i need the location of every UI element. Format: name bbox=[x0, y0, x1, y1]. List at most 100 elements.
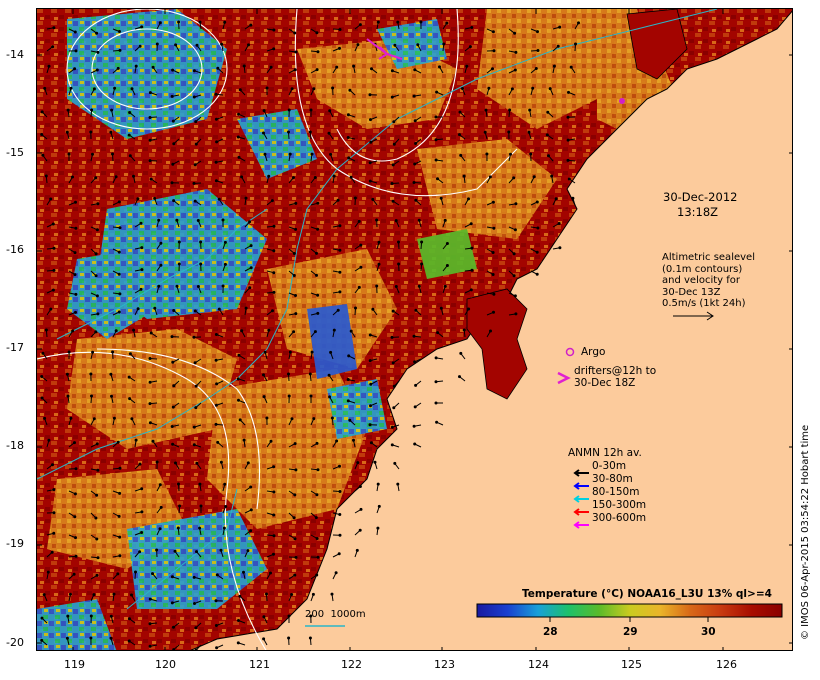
velocity-vector-head bbox=[138, 462, 142, 466]
velocity-vector-head bbox=[73, 492, 77, 496]
velocity-vector-head bbox=[346, 399, 350, 403]
velocity-vector-head bbox=[138, 44, 142, 48]
velocity-vector-head bbox=[172, 648, 176, 650]
velocity-vector-head bbox=[347, 156, 351, 160]
velocity-vector-head bbox=[134, 570, 137, 574]
velocity-vector-head bbox=[159, 241, 163, 245]
velocity-vector-head bbox=[265, 592, 268, 596]
velocity-vector-head bbox=[532, 175, 536, 179]
velocity-vector-head bbox=[192, 575, 196, 579]
velocity-vector-head bbox=[443, 284, 447, 288]
velocity-vector-head bbox=[470, 26, 474, 29]
velocity-vector-head bbox=[545, 133, 549, 137]
velocity-vector-head bbox=[118, 48, 122, 52]
velocity-vector-head bbox=[293, 442, 297, 446]
colorbar-fill bbox=[476, 603, 783, 618]
drifters-line: 30-Dec 18Z bbox=[574, 377, 636, 389]
velocity-vector-head bbox=[376, 526, 380, 530]
velocity-vector-head bbox=[178, 504, 182, 508]
velocity-vector-head bbox=[51, 288, 55, 292]
velocity-vector-head bbox=[368, 423, 372, 427]
velocity-vector-head bbox=[215, 382, 219, 386]
velocity-vector-head bbox=[89, 130, 93, 134]
velocity-vector-head bbox=[155, 460, 159, 464]
velocity-vector-head bbox=[69, 416, 73, 420]
lat-tick-label: -19 bbox=[6, 537, 24, 550]
velocity-vector-head bbox=[434, 138, 438, 142]
velocity-vector-head bbox=[89, 636, 93, 640]
velocity-vector-head bbox=[287, 614, 291, 618]
velocity-vector-head bbox=[397, 262, 401, 266]
anmn-item: 300-600m bbox=[592, 512, 647, 524]
velocity-vector-head bbox=[95, 31, 99, 35]
velocity-vector-head bbox=[368, 359, 372, 363]
velocity-vector-head bbox=[313, 176, 317, 179]
velocity-vector-head bbox=[89, 614, 93, 618]
velocity-vector-head bbox=[199, 240, 203, 244]
velocity-vector-head bbox=[177, 20, 181, 24]
velocity-vector-head bbox=[249, 23, 253, 27]
velocity-vector-head bbox=[128, 352, 132, 356]
anmn-item: 30-80m bbox=[592, 473, 633, 485]
velocity-vector-head bbox=[249, 508, 253, 512]
velocity-vector-head bbox=[510, 87, 514, 91]
velocity-vector-head bbox=[413, 405, 417, 409]
velocity-vector-head bbox=[246, 549, 250, 553]
velocity-vector-head bbox=[308, 636, 312, 640]
altimetry-note: Altimetric sealevel (0.1m contours) and … bbox=[662, 252, 755, 310]
velocity-vector-head bbox=[272, 552, 275, 556]
velocity-vector-head bbox=[371, 307, 375, 311]
velocity-vector-head bbox=[338, 224, 342, 228]
velocity-vector-head bbox=[265, 86, 269, 90]
velocity-vector-head bbox=[249, 244, 253, 248]
velocity-vector-head bbox=[42, 593, 46, 597]
velocity-vector-head bbox=[512, 176, 516, 180]
velocity-vector-head bbox=[294, 294, 297, 297]
lon-tick-label: 120 bbox=[155, 658, 176, 671]
velocity-vector-head bbox=[111, 152, 114, 156]
velocity-vector-head bbox=[435, 90, 439, 94]
velocity-vector-head bbox=[514, 312, 518, 316]
velocity-vector-head bbox=[535, 272, 539, 276]
velocity-vector-head bbox=[95, 68, 99, 72]
velocity-vector-head bbox=[491, 30, 495, 34]
velocity-vector-head bbox=[547, 154, 550, 158]
velocity-vector-head bbox=[74, 554, 78, 558]
velocity-vector-head bbox=[470, 268, 474, 272]
velocity-vector-head bbox=[436, 177, 439, 181]
velocity-vector-head bbox=[139, 287, 143, 291]
velocity-vector-head bbox=[414, 198, 418, 202]
velocity-vector-head bbox=[118, 491, 122, 495]
velocity-vector-head bbox=[417, 218, 421, 222]
velocity-vector-head bbox=[514, 50, 518, 54]
velocity-vector-head bbox=[352, 438, 355, 442]
velocity-vector-head bbox=[194, 626, 198, 630]
lat-tick-label: -17 bbox=[6, 341, 24, 354]
velocity-vector-head bbox=[483, 130, 487, 134]
velocity-vector-head bbox=[172, 625, 175, 629]
velocity-vector-head bbox=[485, 152, 489, 156]
velocity-vector-head bbox=[412, 181, 416, 184]
velocity-vector-head bbox=[66, 614, 70, 618]
velocity-vector-head bbox=[331, 86, 335, 90]
velocity-vector-head bbox=[310, 350, 314, 354]
velocity-vector-head bbox=[377, 504, 381, 508]
velocity-vector-head bbox=[74, 226, 78, 230]
velocity-vector-head bbox=[396, 20, 400, 24]
velocity-vector-head bbox=[128, 111, 132, 114]
velocity-vector-head bbox=[216, 440, 220, 444]
velocity-vector-head bbox=[434, 158, 438, 162]
velocity-vector-head bbox=[140, 487, 144, 491]
isobath-lines bbox=[37, 9, 718, 610]
velocity-vector-head bbox=[335, 439, 339, 443]
velocity-vector-head bbox=[263, 350, 267, 354]
velocity-vector-head bbox=[172, 199, 176, 203]
velocity-vector-head bbox=[316, 555, 320, 559]
velocity-vector-head bbox=[221, 284, 225, 288]
velocity-vector-head bbox=[248, 220, 252, 224]
velocity-vector-head bbox=[369, 140, 373, 144]
velocity-vector-head bbox=[293, 493, 297, 497]
anmn-title: ANMN 12h av. bbox=[568, 447, 642, 459]
velocity-vector-head bbox=[359, 507, 363, 511]
velocity-vector-head bbox=[158, 21, 162, 25]
